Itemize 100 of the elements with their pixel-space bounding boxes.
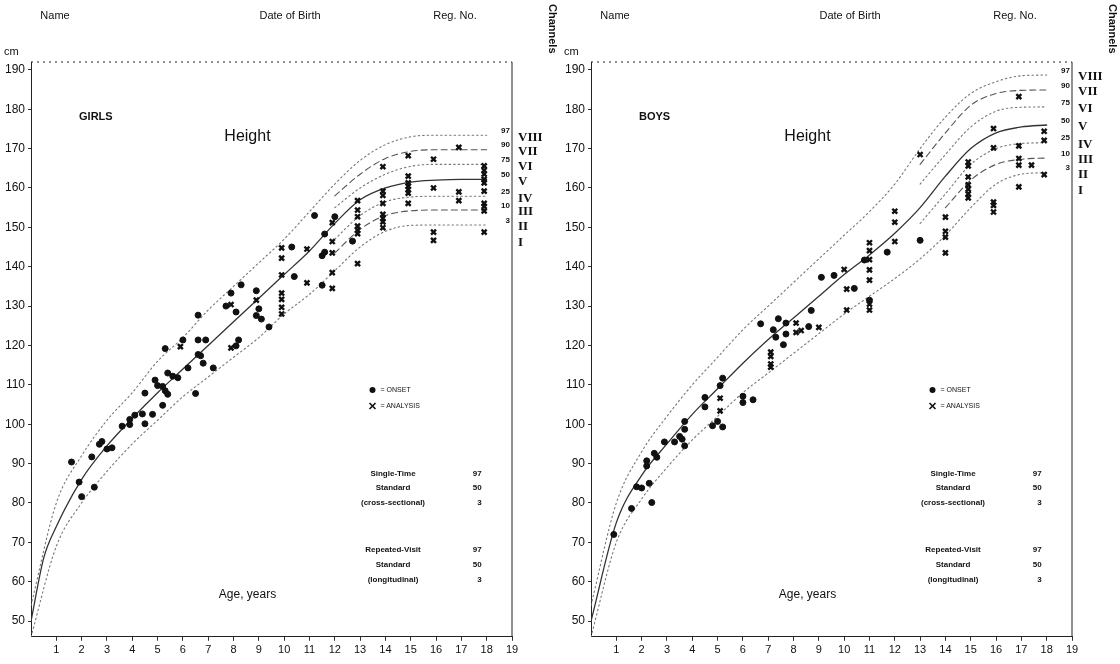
annotation: Repeated-Visit <box>925 545 982 555</box>
y-tick-label: 180 <box>4 101 26 116</box>
text: VII <box>518 143 538 159</box>
y-tick-label: 130 <box>564 298 586 313</box>
text: VII <box>1078 83 1098 99</box>
annotation: Standard <box>375 483 411 493</box>
text: VIII <box>1078 68 1103 84</box>
x-tick-label: 14 <box>379 643 392 656</box>
annotation: 97 <box>1032 545 1043 555</box>
x-tick-label: 15 <box>964 643 977 656</box>
text: 3 <box>505 215 511 225</box>
series-label: 75 <box>1061 97 1071 107</box>
x-tick-label: 5 <box>714 643 721 656</box>
text: IV <box>1078 136 1094 152</box>
annotation: 3 <box>477 574 483 584</box>
y-axis-title: cm <box>564 45 579 58</box>
x-tick-label: 19 <box>1065 643 1079 656</box>
x-tick-label: 2 <box>78 643 85 656</box>
x-axis-title: Age, years <box>778 587 837 602</box>
annotation: Standard <box>935 559 971 569</box>
text: Channels <box>1106 4 1119 54</box>
annotation: Single-Time <box>370 468 417 478</box>
annotation: 50 <box>1032 483 1043 493</box>
series-label: 50 <box>1061 115 1071 125</box>
y-tick-label: 120 <box>564 337 586 352</box>
series-label: 25 <box>501 186 511 196</box>
x-tick-label: 9 <box>815 643 822 656</box>
y-tick-label: 70 <box>11 534 26 549</box>
annotation: (longitudinal) <box>367 574 419 584</box>
y-tick-label: 160 <box>564 180 586 195</box>
y-tick-label: 90 <box>11 455 26 470</box>
text: Date of Birth <box>819 9 881 22</box>
x-tick-label: 6 <box>179 643 186 656</box>
x-tick-label: 8 <box>790 643 797 656</box>
y-tick-label: 60 <box>571 573 586 588</box>
x-axis-title: Age, years <box>218 587 277 602</box>
x-tick-label: 17 <box>1015 643 1028 656</box>
y-tick-label: 140 <box>4 259 26 274</box>
x-tick-label: 9 <box>255 643 262 656</box>
series-label: 10 <box>1061 148 1071 158</box>
y-tick-label: 190 <box>564 62 586 77</box>
annotation: Single-Time <box>930 468 977 478</box>
annotation: (longitudinal) <box>927 574 979 584</box>
series-label: 97 <box>501 125 511 135</box>
x-tick-label: 10 <box>838 643 851 656</box>
y-tick-label: 100 <box>4 416 26 431</box>
text: GIRLS <box>79 110 113 123</box>
text: Reg. No. <box>993 9 1037 22</box>
annotation: 3 <box>477 498 483 508</box>
x-tick-label: 16 <box>989 643 1003 656</box>
text: VIII <box>518 128 543 144</box>
annotation: (cross-sectional) <box>921 498 986 508</box>
text: V <box>518 172 528 188</box>
x-tick-label: 1 <box>53 643 60 656</box>
text: IV <box>518 189 534 205</box>
y-tick-label: 50 <box>11 613 26 628</box>
annotation: 50 <box>472 483 483 493</box>
x-tick-label: 4 <box>129 643 136 656</box>
y-tick-label: 180 <box>564 101 586 116</box>
x-tick-label: 16 <box>429 643 443 656</box>
y-tick-label: 140 <box>564 259 586 274</box>
series-label: 97 <box>1061 65 1071 75</box>
series-label: 90 <box>1061 80 1071 90</box>
y-tick-label: 110 <box>565 377 586 392</box>
annotation: 3 <box>1037 574 1043 584</box>
y-tick-label: 80 <box>11 495 26 510</box>
y-tick-label: 90 <box>571 455 586 470</box>
y-tick-label: 170 <box>4 140 26 155</box>
text: Height <box>784 127 832 145</box>
annotation: 97 <box>1032 468 1043 478</box>
annotation: 50 <box>1032 559 1043 569</box>
y-tick-label: 160 <box>4 180 26 195</box>
series-label: 25 <box>1061 133 1071 143</box>
x-tick-label: 18 <box>480 643 493 656</box>
y-tick-label: 50 <box>571 613 586 628</box>
text: I <box>518 234 524 250</box>
text: III <box>1078 151 1094 167</box>
y-tick-label: 110 <box>5 377 26 392</box>
x-tick-label: 4 <box>689 643 696 656</box>
x-tick-label: 19 <box>505 643 519 656</box>
series-label: 90 <box>501 140 511 150</box>
x-tick-label: 13 <box>913 643 927 656</box>
x-tick-label: 15 <box>404 643 417 656</box>
x-tick-label: 3 <box>103 643 111 656</box>
y-tick-label: 150 <box>4 219 26 234</box>
annotation: 97 <box>472 468 483 478</box>
y-tick-label: 170 <box>564 140 586 155</box>
y-axis-title: cm <box>4 45 19 58</box>
text: Height <box>224 127 272 145</box>
text: Reg. No. <box>433 9 477 22</box>
annotation: Standard <box>375 559 411 569</box>
annotation: 97 <box>472 545 483 555</box>
annotation: 3 <box>1037 498 1043 508</box>
text: Date of Birth <box>259 9 321 22</box>
y-tick-label: 100 <box>564 416 586 431</box>
x-tick-label: 7 <box>205 643 212 656</box>
x-tick-label: 10 <box>278 643 291 656</box>
y-tick-label: 120 <box>4 337 26 352</box>
x-tick-label: 1 <box>613 643 620 656</box>
x-tick-label: 6 <box>739 643 746 656</box>
